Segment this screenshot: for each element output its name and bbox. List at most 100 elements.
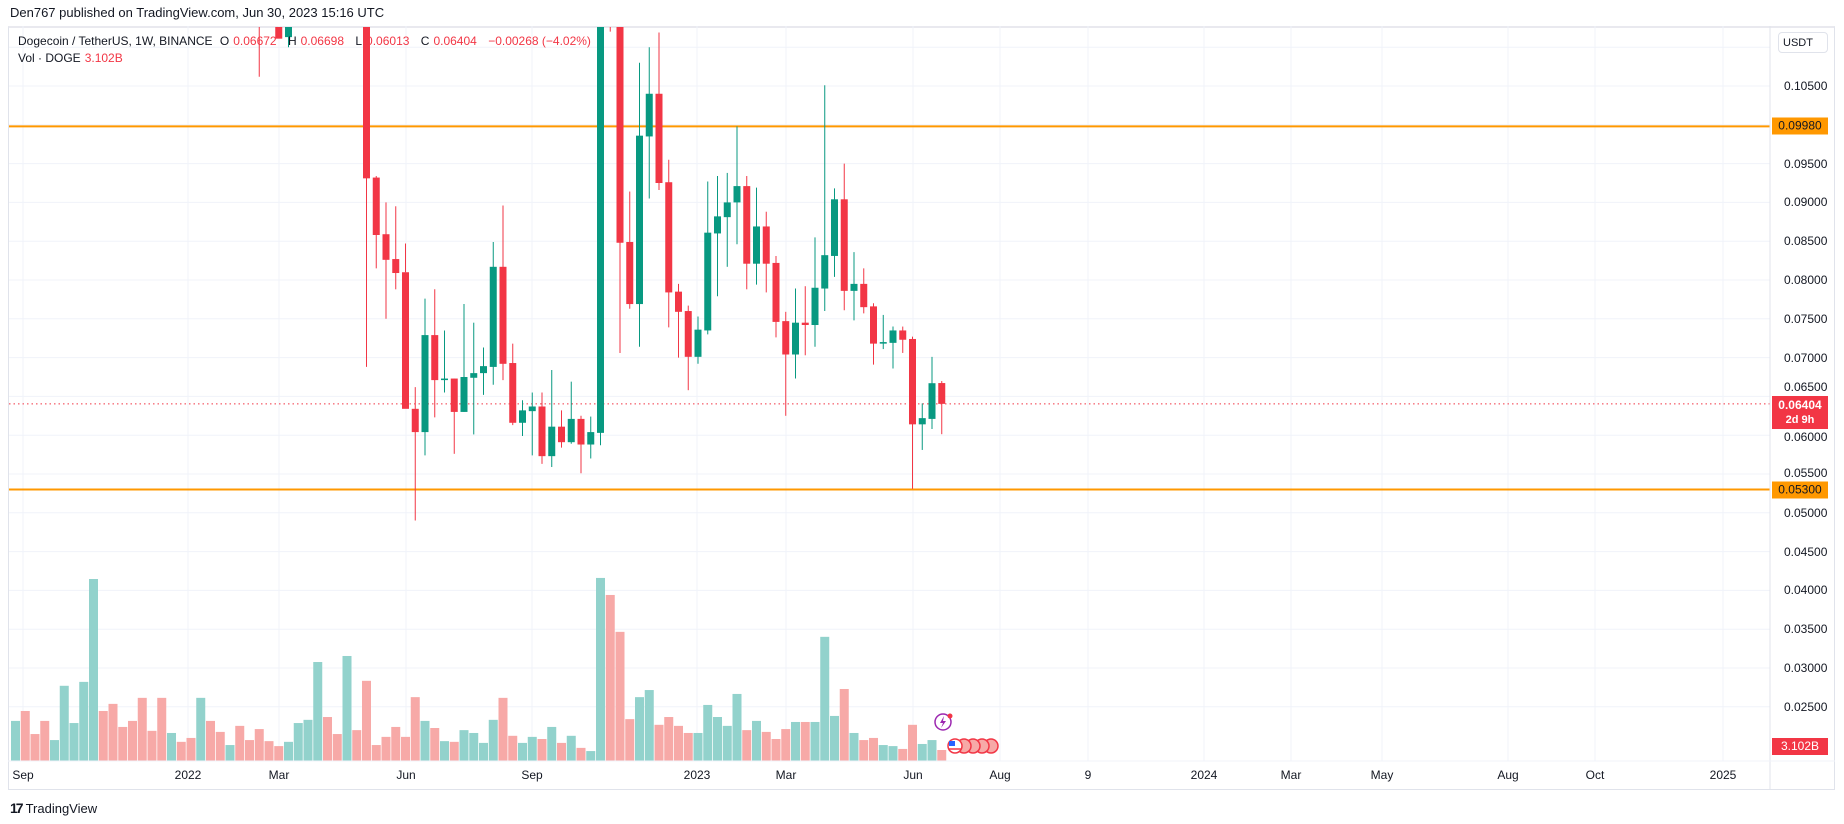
candle bbox=[421, 298, 429, 456]
candle bbox=[831, 188, 838, 277]
volume-bar bbox=[79, 681, 89, 761]
volume-bar bbox=[50, 740, 59, 761]
volume-bar bbox=[683, 732, 693, 761]
symbol-legend[interactable]: Dogecoin / TetherUS, 1W, BINANCE O 0.0667… bbox=[18, 34, 591, 48]
volume-bar bbox=[98, 710, 108, 761]
lightning-event-icon bbox=[934, 713, 953, 731]
tradingview-brand: TradingView bbox=[25, 800, 98, 816]
volume-value: 3.102B bbox=[84, 51, 123, 65]
time-tick-label: 9 bbox=[1084, 768, 1092, 782]
volume-bar bbox=[274, 746, 284, 761]
volume-legend[interactable]: Vol · DOGE 3.102B bbox=[18, 51, 123, 65]
price-tick-label: 0.04000 bbox=[1784, 583, 1828, 598]
candle bbox=[470, 322, 478, 435]
time-tick-label: Aug bbox=[989, 768, 1011, 782]
last-volume-label: 3.102B bbox=[1772, 738, 1828, 755]
candle-body bbox=[363, 27, 370, 179]
volume-bar bbox=[469, 732, 479, 761]
candle bbox=[645, 47, 653, 199]
volume-bar bbox=[654, 724, 664, 761]
close-value: 0.06404 bbox=[433, 34, 477, 48]
candle-body bbox=[762, 226, 770, 264]
volume-bar bbox=[420, 720, 430, 761]
volume-bar bbox=[878, 745, 888, 761]
volume-bar bbox=[586, 751, 596, 761]
volume-bar bbox=[869, 737, 878, 761]
symbol-name[interactable]: Dogecoin / TetherUS, 1W, BINANCE bbox=[18, 34, 213, 48]
open-value: 0.06672 bbox=[233, 34, 277, 48]
volume-bar bbox=[917, 743, 927, 761]
volume-bar bbox=[713, 717, 722, 761]
candle bbox=[392, 206, 400, 290]
candle bbox=[811, 237, 819, 347]
candle-body bbox=[421, 335, 429, 433]
tradingview-logo[interactable]: 17 TradingView bbox=[10, 800, 97, 816]
candle bbox=[538, 392, 546, 464]
volume-bar bbox=[254, 729, 264, 761]
high-value: 0.06698 bbox=[300, 34, 345, 48]
volume-bar bbox=[830, 715, 839, 761]
volume-bar bbox=[937, 750, 947, 761]
volume-bar bbox=[440, 741, 449, 761]
volume-bar bbox=[771, 739, 781, 761]
volume-bar bbox=[323, 717, 332, 761]
chart-frame bbox=[8, 26, 1835, 790]
volume-bar bbox=[615, 631, 625, 761]
candle bbox=[519, 400, 526, 436]
price-tick-label: 0.09000 bbox=[1784, 195, 1828, 210]
candle-body bbox=[684, 311, 692, 357]
candle bbox=[792, 288, 799, 379]
volume-bar bbox=[371, 745, 381, 761]
time-tick-label: May bbox=[1370, 768, 1394, 782]
candle bbox=[382, 202, 390, 319]
price-tick-label: 0.10500 bbox=[1784, 79, 1828, 93]
volume-bar bbox=[635, 697, 644, 761]
time-tick-label: 2023 bbox=[683, 768, 711, 782]
price-tick-label: 0.09500 bbox=[1784, 156, 1828, 171]
currency-button[interactable]: USDT bbox=[1778, 32, 1828, 53]
candle-body bbox=[645, 93, 653, 137]
price-tick-label: 0.05500 bbox=[1784, 465, 1828, 480]
candle-body bbox=[470, 373, 478, 378]
volume-bar bbox=[332, 734, 342, 761]
volume-bar bbox=[537, 739, 547, 761]
price-tick-label: 0.07500 bbox=[1784, 311, 1828, 326]
candle-body bbox=[372, 177, 380, 235]
candle bbox=[258, 27, 260, 77]
candle-body bbox=[723, 202, 731, 218]
volume-bar bbox=[128, 720, 137, 761]
candle bbox=[840, 163, 848, 311]
candle bbox=[636, 62, 643, 347]
candle-body bbox=[626, 241, 634, 305]
candle-body bbox=[587, 432, 595, 445]
volume-bar bbox=[20, 710, 30, 761]
candle bbox=[480, 347, 487, 395]
volume-bar bbox=[810, 721, 820, 761]
candle bbox=[275, 27, 283, 39]
candle-body bbox=[460, 377, 468, 412]
time-tick-label: Mar bbox=[775, 768, 797, 782]
event-markers[interactable] bbox=[930, 712, 1000, 757]
candle-body bbox=[655, 93, 663, 183]
candles bbox=[258, 27, 946, 521]
candle-body bbox=[909, 338, 916, 425]
volume-bar bbox=[566, 735, 576, 761]
candle bbox=[918, 403, 926, 450]
candle bbox=[782, 311, 790, 416]
candle bbox=[587, 416, 595, 459]
price-tick-label: 0.06500 bbox=[1784, 380, 1828, 395]
volume-bar bbox=[479, 742, 488, 761]
candle bbox=[616, 27, 624, 353]
candle-body bbox=[860, 283, 868, 308]
candle-body bbox=[528, 406, 536, 412]
candle bbox=[567, 381, 575, 444]
candle-body bbox=[480, 366, 487, 374]
time-tick-label: 2024 bbox=[1190, 768, 1218, 782]
published-by-header: Den767 published on TradingView.com, Jun… bbox=[10, 5, 385, 20]
price-tick-label: 0.08000 bbox=[1784, 273, 1828, 287]
candle bbox=[879, 314, 887, 350]
volume-label: Vol · DOGE bbox=[18, 51, 81, 65]
candle-body bbox=[840, 199, 848, 291]
candle bbox=[626, 191, 634, 309]
